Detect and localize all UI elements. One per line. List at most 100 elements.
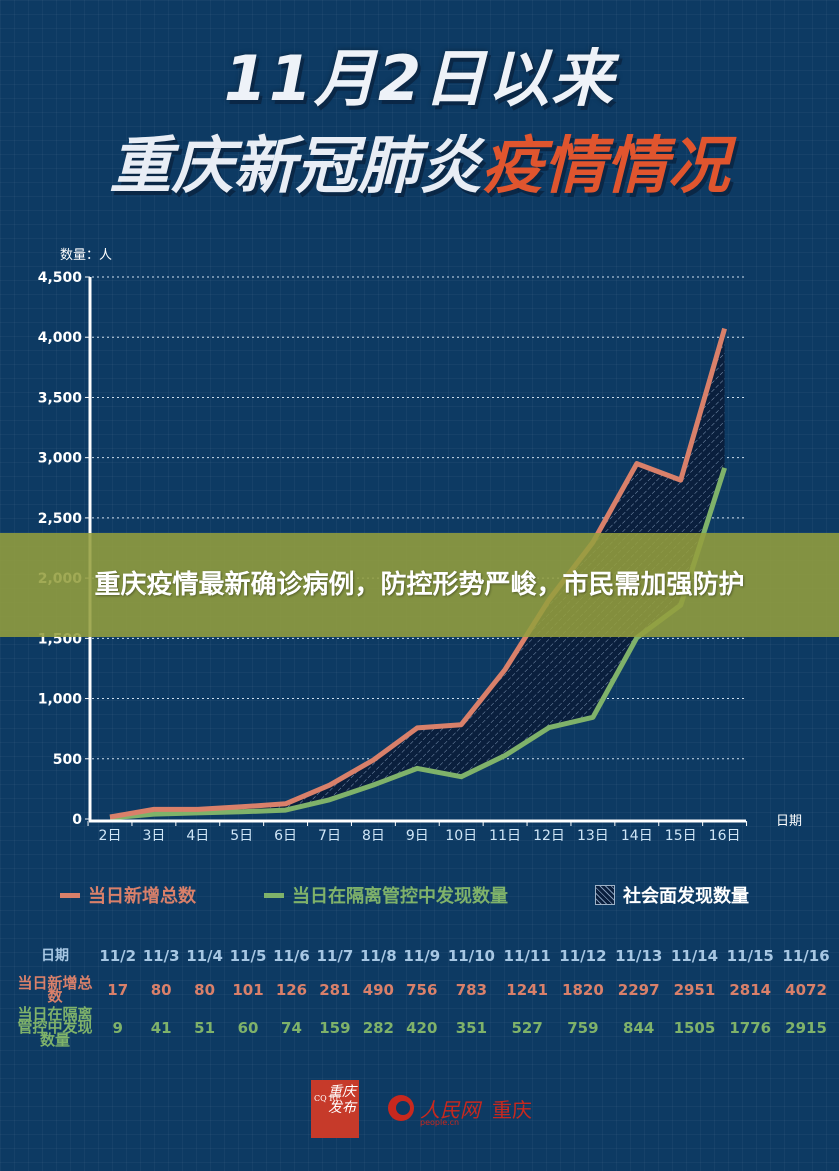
x-tick-label: 9日 [406,828,429,844]
table-row-label: 当日在隔离管控中发现数量 [17,1005,93,1049]
table-row-total: 当日新增总数 17 80 80 101 126 281 490 756 783 … [14,972,834,1008]
table-cell: 41 [150,1018,172,1037]
table-date-cell: 11/11 [503,947,551,965]
table-date-cell: 11/7 [316,947,354,965]
legend-label: 当日新增总数 [88,886,196,907]
table-header-date: 日期 [41,947,69,964]
x-tick-label: 3日 [142,828,165,844]
table-cell: 74 [281,1018,302,1037]
people-net-domain: people.cn [420,1117,460,1127]
table-date-cell: 11/9 [403,947,441,965]
y-axis-unit-label: 数量：人 [60,248,113,263]
x-tick-label: 5日 [230,828,253,844]
table-cell: 420 [406,1018,438,1037]
isolation-series-line [109,467,727,821]
table-date-cell: 11/6 [273,947,310,965]
x-tick-label: 2日 [99,828,122,844]
table-cell: 101 [232,981,264,999]
x-tick-label: 7日 [318,828,341,844]
table-date-cell: 11/5 [229,947,267,965]
table-cell: 80 [194,981,216,999]
people-net-logo: 人民网 people.cn 重庆 [388,1090,532,1127]
table-date-cell: 11/10 [447,947,495,965]
y-tick-label: 3,000 [38,451,83,467]
table-date-cell: 11/2 [99,947,137,965]
table-cell: 783 [455,981,488,999]
table-date-cell: 11/4 [186,947,223,965]
table-cell: 4072 [785,981,827,999]
table-cell: 351 [455,1018,488,1037]
table-row-dates: 日期 11/2 11/3 11/4 11/5 11/6 11/7 11/8 11… [14,940,834,972]
seal-latin-text: CQ RE [314,1094,342,1103]
table-cell: 1776 [729,1018,772,1037]
x-tick-label: 12日 [533,828,565,844]
seal-cn-text: 重庆发布 [328,1084,356,1116]
table-cell: 60 [237,1018,259,1037]
table-cell: 1505 [673,1018,716,1037]
legend-label: 社会面发现数量 [623,886,749,907]
title-line1: 11月2日以来 [223,42,616,115]
x-tick-label: 13日 [577,828,609,844]
table-row-label: 当日新增总数 [17,974,93,1005]
table-cell: 1241 [506,981,549,999]
title-accent-text: 疫情情况 [481,129,730,202]
line-swatch-icon [264,892,284,898]
table-cell: 527 [511,1018,543,1037]
table-cell: 844 [623,1018,655,1037]
table-cell: 282 [362,1018,394,1037]
headline-banner: 重庆疫情最新确诊病例，防控形势严峻，市民需加强防护 [0,533,839,637]
legend-item-community: 社会面发现数量 [595,882,749,908]
x-tick-label: 8日 [362,828,385,844]
y-tick-label: 500 [53,752,82,768]
table-cell: 756 [406,981,438,999]
table-date-cell: 11/16 [782,947,830,965]
chongqing-release-logo: CQ RE 重庆发布 [311,1080,359,1138]
y-tick-label: 0 [72,812,82,828]
table-cell: 2915 [785,1018,827,1037]
y-tick-label: 4,000 [38,330,83,346]
x-axis-ticks: 2日 3日 4日 5日 6日 7日 8日 9日 10日 11日 12日 13日 14日 15日 16日 [87,821,748,844]
line-chart: 05001,0001,5002,0002,5003,0003,5004,0004… [38,270,748,844]
table-row-isolation: 当日在隔离管控中发现数量 9 41 51 60 74 159 282 420 3… [14,1005,834,1049]
hatch-swatch-icon [595,885,615,905]
legend: 当日新增总数 当日在隔离管控中发现数量 社会面发现数量 [0,882,839,908]
community-area [110,328,725,818]
table-cell: 490 [362,981,394,999]
x-tick-label: 16日 [709,828,741,844]
footer-logos: CQ RE 重庆发布 人民网 people.cn 重庆 [0,1080,839,1140]
table-cell: 2814 [729,981,772,999]
table-cell: 80 [150,981,172,999]
table-date-cell: 11/12 [559,947,607,965]
table-cell: 2951 [673,981,716,999]
x-tick-label: 6日 [274,828,297,844]
y-tick-label: 1,000 [38,692,83,708]
x-tick-label: 15日 [665,828,697,844]
y-tick-label: 2,500 [38,511,83,527]
title-line2: 重庆新冠肺炎疫情情况 [0,124,839,208]
people-net-mark-icon [388,1095,414,1121]
table-cell: 2297 [617,981,660,999]
table-cell: 1820 [562,981,604,999]
data-table: 日期 11/2 11/3 11/4 11/5 11/6 11/7 11/8 11… [14,940,834,1049]
table-date-cell: 11/3 [142,947,180,965]
title-region-text: 重庆新冠肺炎 [109,129,482,202]
y-tick-label: 3,500 [38,390,83,406]
title-block: 11月2日以来 重庆新冠肺炎疫情情况 [0,40,839,208]
table-date-cell: 11/15 [726,947,774,965]
legend-item-isolation: 当日在隔离管控中发现数量 [264,882,508,908]
table-cell: 159 [319,1018,351,1037]
people-net-name-text: 人民网 [420,1097,480,1122]
people-net-name: 人民网 people.cn [420,1094,480,1127]
table-cell: 126 [275,981,308,999]
line-swatch-icon [60,892,80,898]
people-net-city: 重庆 [492,1097,532,1122]
legend-item-total: 当日新增总数 [60,882,196,908]
x-tick-label: 11日 [489,828,521,844]
legend-label: 当日在隔离管控中发现数量 [292,886,508,907]
table-cell: 17 [107,981,129,999]
x-tick-label: 10日 [445,828,477,844]
table-date-cell: 11/14 [670,947,719,965]
table-cell: 759 [567,1018,599,1037]
table-cell: 281 [319,981,351,999]
table-date-cell: 11/8 [359,947,397,965]
